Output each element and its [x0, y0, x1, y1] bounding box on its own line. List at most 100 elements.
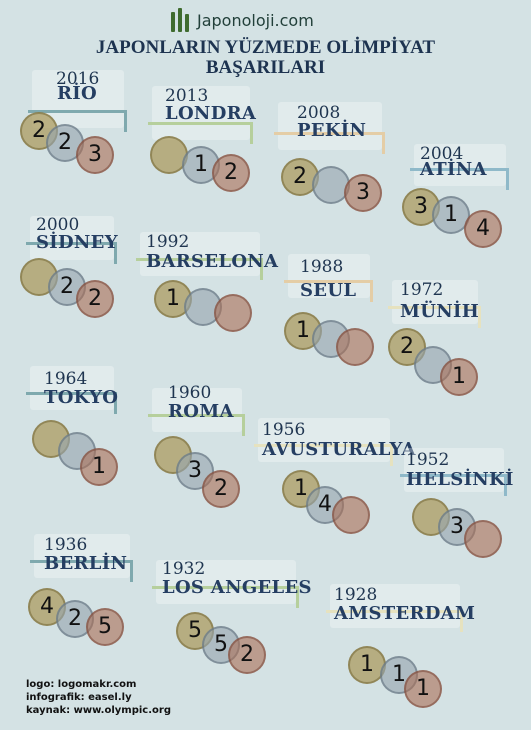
- game-city: PEKİN: [297, 120, 367, 141]
- credits: logo: logomakr.com infografik: easel.ly …: [26, 678, 171, 717]
- card-underline: [274, 132, 384, 135]
- card-frame: [288, 254, 370, 298]
- silver-medal-count: 2: [58, 130, 72, 155]
- game-city: MÜNİH: [400, 301, 480, 322]
- card-edge: [250, 122, 253, 144]
- card-underline: [152, 586, 298, 589]
- game-city: SİDNEY: [36, 232, 118, 253]
- card-edge: [242, 414, 245, 436]
- game-city: AVUSTURALYA: [262, 439, 416, 460]
- card-edge: [478, 306, 481, 328]
- silver-medal-count: 4: [318, 492, 332, 517]
- game-year: 1964: [44, 369, 88, 389]
- gold-medal-count: 2: [32, 118, 46, 143]
- bronze-medal-count: 1: [92, 454, 106, 479]
- site-logo: Japonoloji.com: [170, 8, 314, 32]
- game-city: SEUL: [300, 280, 357, 301]
- game-year: 1932: [162, 559, 206, 579]
- card-edge: [506, 168, 509, 190]
- card-frame: [156, 560, 296, 604]
- card-frame: [330, 584, 460, 628]
- game-city: BARSELONA: [146, 251, 279, 272]
- card-frame: [278, 102, 382, 150]
- game-city: BERLİN: [44, 553, 128, 574]
- bronze-medal: [80, 448, 118, 486]
- silver-medal-count: 2: [68, 606, 82, 631]
- bronze-medal: [214, 294, 252, 332]
- game-city: LONDRA: [165, 103, 257, 124]
- gold-medal-count: 1: [166, 286, 180, 311]
- card-frame: [258, 418, 390, 462]
- card-frame: [414, 144, 506, 186]
- bronze-medal-count: 5: [98, 614, 112, 639]
- bronze-medal: [440, 358, 478, 396]
- bronze-medal: [332, 496, 370, 534]
- bronze-medal: [344, 174, 382, 212]
- silver-medal-count: 2: [60, 274, 74, 299]
- bronze-medal: [212, 154, 250, 192]
- game-year: 1928: [334, 585, 378, 605]
- title-line-2: BAŞARILARI: [205, 57, 326, 78]
- game-year: 1952: [406, 450, 450, 470]
- card-underline: [400, 474, 506, 477]
- page-title: JAPONLARIN YÜZMEDE OLİMPİYAT BAŞARILARI: [0, 38, 531, 78]
- game-city: AMSTERDAM: [334, 603, 476, 624]
- game-year: 1936: [44, 535, 88, 555]
- gold-medal-count: 5: [188, 618, 202, 643]
- game-year: 2013: [165, 86, 209, 106]
- card-underline: [410, 168, 508, 171]
- card-frame: [30, 366, 114, 410]
- game-city: HELSİNKİ: [406, 469, 514, 490]
- bronze-medal: [86, 608, 124, 646]
- card-frame: [34, 534, 130, 578]
- card-edge: [260, 258, 263, 280]
- game-year: 1972: [400, 280, 444, 300]
- gold-medal-count: 4: [40, 594, 54, 619]
- gold-medal-count: 2: [293, 164, 307, 189]
- card-underline: [28, 110, 126, 113]
- credit-infographic: infografik: easel.ly: [26, 692, 132, 703]
- card-frame: [404, 448, 504, 492]
- credit-logo: logo: logomakr.com: [26, 679, 137, 690]
- title-line-1: JAPONLARIN YÜZMEDE OLİMPİYAT: [95, 37, 436, 58]
- card-edge: [114, 242, 117, 264]
- game-city: LOS ANGELES: [162, 577, 312, 598]
- card-frame: [140, 232, 260, 276]
- bronze-medal: [76, 280, 114, 318]
- card-edge: [296, 586, 299, 608]
- silver-medal-count: 1: [444, 202, 458, 227]
- site-name: Japonoloji.com: [197, 10, 314, 30]
- game-year: 1992: [146, 232, 190, 252]
- card-frame: [392, 280, 478, 324]
- card-edge: [130, 560, 133, 582]
- bronze-medal-count: 2: [240, 642, 254, 667]
- card-underline: [388, 306, 480, 309]
- bronze-medal: [202, 470, 240, 508]
- game-year: 2004: [420, 144, 464, 164]
- gold-medal-count: 1: [360, 652, 374, 677]
- silver-medal-count: 1: [194, 152, 208, 177]
- gold-medal-count: 1: [294, 476, 308, 501]
- game-city: ATİNA: [420, 159, 487, 180]
- card-frame: [30, 216, 114, 260]
- bronze-medal: [404, 670, 442, 708]
- gold-medal-count: 1: [296, 318, 310, 343]
- card-edge: [504, 474, 507, 496]
- game-year: 2008: [297, 103, 341, 123]
- card-underline: [326, 610, 462, 613]
- card-underline: [30, 560, 132, 563]
- card-underline: [148, 122, 252, 125]
- bronze-medal: [464, 520, 502, 558]
- gold-medal-count: 3: [414, 194, 428, 219]
- card-edge: [390, 444, 393, 466]
- game-year: 2016: [56, 69, 100, 89]
- bronze-medal-count: 2: [224, 160, 238, 185]
- gold-medal-count: 2: [400, 334, 414, 359]
- credit-source: kaynak: www.olympic.org: [26, 705, 171, 716]
- card-frame: [152, 388, 242, 432]
- game-city: ROMA: [168, 401, 234, 422]
- game-year: 1956: [262, 420, 306, 440]
- silver-medal-count: 5: [214, 632, 228, 657]
- card-underline: [26, 392, 116, 395]
- card-underline: [26, 242, 116, 245]
